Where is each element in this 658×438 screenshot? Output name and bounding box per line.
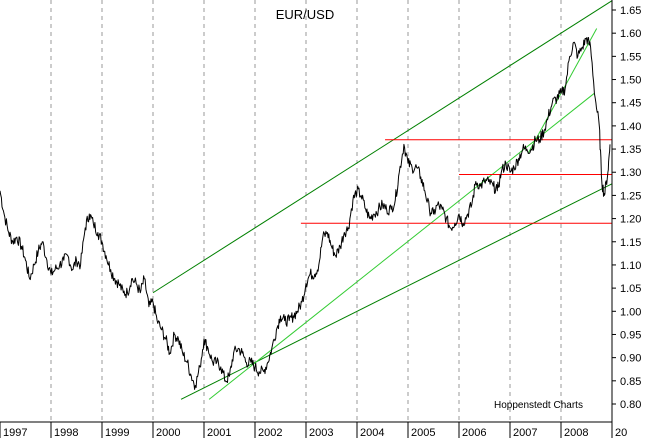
x-tick-label: 2003 (309, 427, 333, 438)
y-tick-label: 1.65 (620, 5, 641, 17)
series-line-eurusd (0, 37, 611, 390)
y-tick-label: 1.35 (620, 144, 641, 156)
trendline-layer (152, 0, 613, 400)
x-tick-label: 2006 (462, 427, 486, 438)
x-tick-label: 2007 (513, 427, 537, 438)
y-tick-label: 1.50 (620, 75, 641, 87)
y-tick-label: 1.00 (620, 306, 641, 318)
x-tick-label: 1997 (3, 427, 27, 438)
axes-layer (0, 0, 613, 438)
trendline-support-trend (208, 93, 595, 400)
y-tick-label: 0.95 (620, 329, 641, 341)
x-tick-labels: 1997 1998 1999 2000 2001 2002 2003 2004 2005 2006… (3, 427, 627, 438)
x-tick-label: 2004 (360, 427, 384, 438)
trendline-lower-channel (180, 183, 613, 400)
y-tick-label: 0.90 (620, 353, 641, 365)
y-tick-label: 0.85 (620, 376, 641, 388)
y-tick-label: 1.15 (620, 237, 641, 249)
y-tick-label: 1.25 (620, 190, 641, 202)
x-tick-label: 1999 (105, 427, 129, 438)
x-tick-label: 2000 (156, 427, 180, 438)
y-tick-label: 1.30 (620, 167, 641, 179)
y-tick-label: 1.45 (620, 98, 641, 110)
y-tick-label: 1.05 (620, 283, 641, 295)
x-tick-label: 2002 (258, 427, 282, 438)
y-tick-labels: 1.65 1.60 1.55 1.50 1.45 1.40 1.35 1.30 1.25 1.20… (620, 5, 641, 411)
trendline-upper-channel (152, 0, 613, 294)
x-tick-label: 2008 (564, 427, 588, 438)
chart-credit: Hoppenstedt Charts (494, 400, 583, 411)
y-tick-label: 1.55 (620, 51, 641, 63)
y-tick-label: 1.10 (620, 260, 641, 272)
chart-title: EUR/USD (276, 7, 335, 22)
x-tick-label: 2001 (207, 427, 231, 438)
y-tick-label: 1.40 (620, 121, 641, 133)
horizontal-level-layer (300, 139, 612, 224)
x-tick-label: 1998 (54, 427, 78, 438)
y-tick-label: 1.20 (620, 214, 641, 226)
series-layer (0, 37, 611, 390)
y-tick-label: 0.80 (620, 399, 641, 411)
x-tick-label: 2005 (411, 427, 435, 438)
y-tick-label: 1.60 (620, 28, 641, 40)
x-tick-label: 20 (615, 427, 627, 438)
